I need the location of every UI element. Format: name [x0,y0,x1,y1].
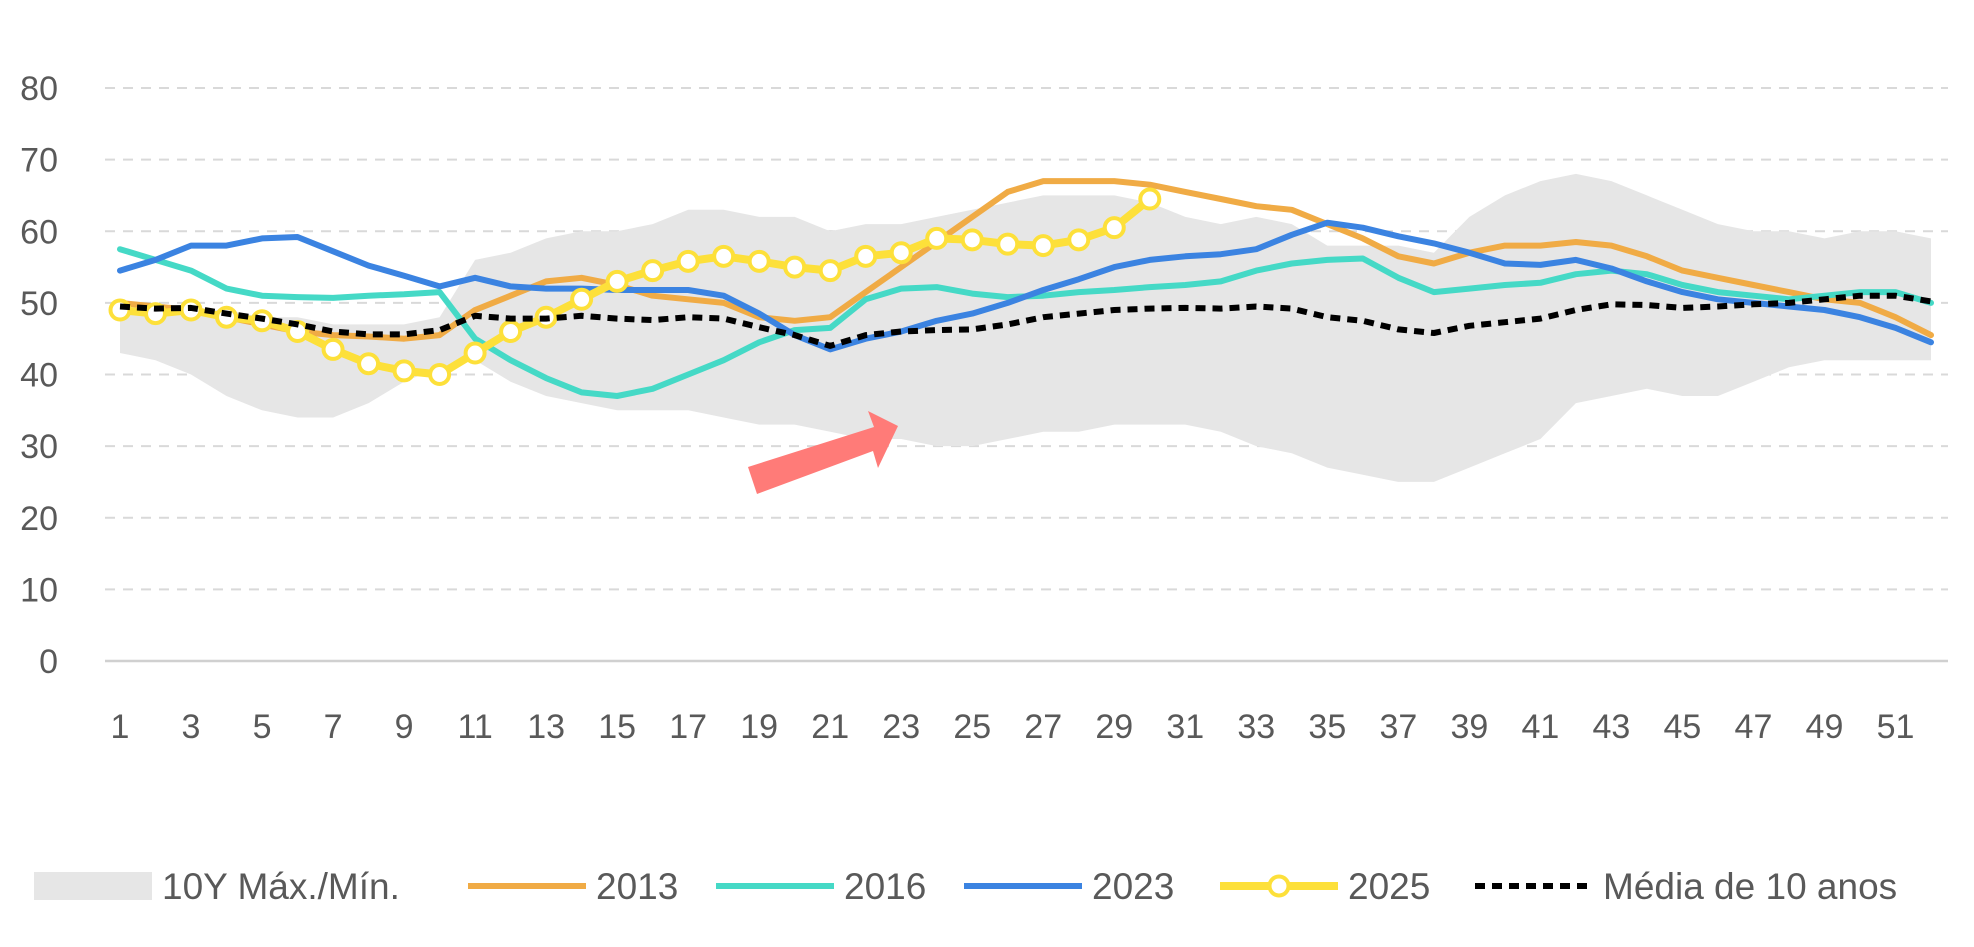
band-area [120,173,1931,482]
x-tick-label: 29 [1095,708,1133,746]
point-2025-15 [605,269,629,293]
x-tick-label: 39 [1450,708,1488,746]
series-2025 [108,187,1162,386]
x-tick-label: 17 [669,708,707,746]
y-tick-label: 70 [20,142,58,180]
point-2025-20 [783,255,807,279]
point-2025-10 [428,363,452,386]
x-tick-label: 43 [1592,708,1630,746]
x-tick-label: 51 [1877,708,1915,746]
x-tick-label: 45 [1664,708,1702,746]
y-tick-label: 80 [20,70,58,108]
y-tick-label: 60 [20,213,58,251]
x-tick-label: 13 [527,708,565,746]
legend-label: Média de 10 anos [1603,866,1897,907]
y-tick-label: 10 [20,571,58,609]
legend-item-2023: 2023 [964,866,1174,907]
point-2025-12 [499,320,523,344]
x-tick-label: 33 [1237,708,1275,746]
point-2025-9 [392,359,416,383]
point-2025-19 [747,249,771,273]
x-tick-label: 3 [182,708,201,746]
legend-item-media-de-10-anos: Média de 10 anos [1475,866,1897,907]
point-2025-7 [321,337,345,361]
point-2025-26 [996,232,1020,256]
point-2025-8 [357,352,381,376]
band-10y-max-min [120,173,1931,482]
legend-label: 2016 [844,866,926,907]
point-2025-16 [641,259,665,283]
x-tick-label: 37 [1379,708,1417,746]
legend-label: 10Y Máx./Mín. [162,866,400,907]
series-lines [108,178,1934,399]
x-tick-label: 49 [1806,708,1844,746]
x-tick-label: 27 [1024,708,1062,746]
legend-item-2016: 2016 [716,866,926,907]
x-tick-label: 1 [111,708,130,746]
x-tick-label: 15 [598,708,636,746]
y-tick-label: 20 [20,500,58,538]
point-2025-11 [463,341,487,365]
point-2025-30 [1138,187,1162,211]
legend-marker [1267,874,1291,898]
x-tick-label: 21 [811,708,849,746]
trend-arrow-annotation [748,411,898,494]
legend-label: 2025 [1348,866,1430,907]
x-tick-label: 31 [1166,708,1204,746]
y-tick-label: 30 [20,428,58,466]
y-tick-label: 0 [39,643,58,681]
point-2025-27 [1031,234,1055,258]
x-tick-label: 5 [253,708,272,746]
legend-swatch [34,872,152,900]
point-2025-21 [818,259,842,283]
point-2025-22 [854,244,878,268]
y-axis-tick-labels: 0 10 20 30 40 50 60 70 80 [20,70,58,681]
point-2025-24 [925,226,949,250]
legend-label: 2023 [1092,866,1174,907]
point-2025-23 [889,241,913,265]
x-tick-label: 25 [953,708,991,746]
point-2025-4 [215,305,239,329]
point-2025-14 [570,287,594,311]
legend: 10Y Máx./Mín. 2013 2016 2023 2025 Média de 10… [34,866,1897,907]
y-tick-label: 50 [20,285,58,323]
legend-item-2013: 2013 [468,866,678,907]
legend-item-2025: 2025 [1220,866,1430,907]
x-tick-label: 23 [882,708,920,746]
x-tick-label: 19 [740,708,778,746]
legend-label: 2013 [596,866,678,907]
point-2025-18 [712,244,736,268]
arrow-shape [748,411,898,494]
x-axis-tick-labels: 1 3 5 7 9 11 13 15 17 19 21 23 25 27 29 31 33 35 37 39 41 43 4… [111,708,1915,746]
point-2025-25 [960,228,984,252]
point-2025-29 [1102,216,1126,240]
x-tick-label: 11 [457,708,492,746]
y-tick-label: 40 [20,357,58,395]
series-line-2023 [117,219,1934,353]
series-2013 [117,178,1934,342]
x-tick-label: 47 [1735,708,1773,746]
x-tick-label: 35 [1308,708,1346,746]
point-2025-1 [108,298,132,322]
legend-item-10y-max-min: 10Y Máx./Mín. [34,866,400,907]
x-tick-label: 7 [324,708,343,746]
series-line-2013 [117,178,1934,342]
point-2025-28 [1067,228,1091,252]
series-2023 [117,219,1934,353]
point-2025-17 [676,249,700,273]
x-tick-label: 41 [1521,708,1559,746]
x-tick-label: 9 [395,708,414,746]
